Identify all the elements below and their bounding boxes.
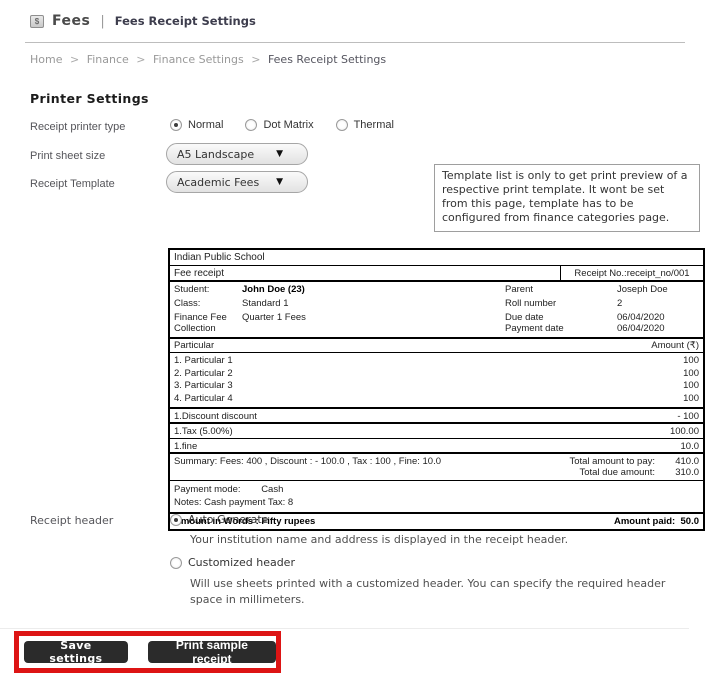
amount-in-words: Amount in Words : Fifty rupees <box>174 516 316 527</box>
amount-paid: Amount paid: 50.0 <box>614 516 699 527</box>
particular-row: 1. Particular 1 100 <box>174 355 699 366</box>
discount-row: 1.Discount discount - 100 <box>170 409 703 424</box>
payment-info: Payment mode: Cash Notes: Cash payment T… <box>170 481 703 514</box>
chevron-down-icon: ▼ <box>276 149 283 159</box>
sheet-size-select[interactable]: A5 Landscape ▼ <box>166 143 308 165</box>
sheet-size-value: A5 Landscape <box>177 147 255 161</box>
app-title: Fees <box>52 13 91 29</box>
breadcrumb-finance-settings[interactable]: Finance Settings <box>153 53 244 66</box>
particular-row: 4. Particular 4 100 <box>174 392 699 404</box>
breadcrumb-home[interactable]: Home <box>30 53 63 66</box>
class-label: Class: <box>174 298 201 309</box>
footer-divider <box>0 628 689 629</box>
printer-type-radio-group: Normal Dot Matrix Thermal <box>170 119 416 131</box>
student-label: Student: <box>174 284 210 295</box>
collection-value: Quarter 1 Fees <box>242 312 306 323</box>
roll-label: Roll number <box>505 298 557 309</box>
printer-type-option-normal[interactable]: Normal <box>170 119 223 131</box>
header-divider <box>25 42 685 43</box>
breadcrumb-separator: > <box>136 53 146 66</box>
breadcrumb-separator: > <box>251 53 261 66</box>
collection-label: Finance Fee Collection <box>174 312 227 334</box>
app-header: $ Fees | Fees Receipt Settings <box>30 13 256 29</box>
radio-customized-header-icon[interactable] <box>170 556 182 569</box>
radio-auto-generate-icon[interactable] <box>170 513 182 526</box>
auto-generate-option[interactable]: Auto Generate <box>170 513 268 526</box>
receipt-number: Receipt No.:receipt_no/001 <box>560 266 703 280</box>
parent-value: Joseph Doe <box>617 284 668 295</box>
amount-col-header: Amount (₹) <box>651 340 699 351</box>
printer-type-option-thermal[interactable]: Thermal <box>335 119 394 131</box>
template-label: Receipt Template <box>30 178 115 190</box>
particular-row: 3. Particular 3 100 <box>174 380 699 391</box>
receipt-title-row: Fee receipt Receipt No.:receipt_no/001 <box>170 266 703 282</box>
highlight-annotation-box: Save settings Print sample receipt <box>14 631 281 673</box>
customized-header-option[interactable]: Customized header <box>170 556 295 569</box>
title-separator: | <box>100 13 105 29</box>
summary-totals: Total amount to pay: 410.0 Total due amou… <box>569 456 699 478</box>
tax-row: 1.Tax (5.00%) 100.00 <box>170 424 703 439</box>
chevron-down-icon: ▼ <box>276 177 283 187</box>
radio-normal-icon[interactable] <box>170 119 182 131</box>
customized-header-label: Customized header <box>188 556 295 569</box>
receipt-school-name: Indian Public School <box>170 250 703 266</box>
breadcrumb-separator: > <box>69 53 80 66</box>
template-note: Template list is only to get print previ… <box>434 164 700 233</box>
class-value: Standard 1 <box>242 298 289 309</box>
date-labels: Due date Payment date <box>505 312 564 334</box>
receipt-title: Fee receipt <box>174 268 225 279</box>
fine-row: 1.fine 10.0 <box>170 439 703 454</box>
sheet-size-label: Print sheet size <box>30 150 106 162</box>
payment-mode-label: Payment mode: <box>174 484 241 495</box>
radio-dot-matrix-label: Dot Matrix <box>263 119 314 131</box>
receipt-header-label: Receipt header <box>30 514 114 527</box>
particular-row: 2. Particular 2 100 <box>174 367 699 379</box>
radio-normal-label: Normal <box>188 119 224 131</box>
breadcrumb-current: Fees Receipt Settings <box>267 53 387 66</box>
payment-mode-value: Cash <box>261 484 284 495</box>
printer-type-label: Receipt printer type <box>30 121 126 133</box>
save-settings-button[interactable]: Save settings <box>24 639 128 665</box>
template-value: Academic Fees <box>177 175 260 189</box>
auto-generate-label: Auto Generate <box>188 513 269 526</box>
radio-thermal-icon[interactable] <box>335 119 348 131</box>
summary-row: Summary: Fees: 400 , Discount : - 100.0 … <box>170 454 703 481</box>
breadcrumb: Home > Finance > Finance Settings > Fees… <box>30 53 386 66</box>
amount-words-row: Amount in Words : Fifty rupees Amount pa… <box>170 514 703 529</box>
particulars-header: Particular Amount (₹) <box>170 339 703 353</box>
receipt-student-info: Student: John Doe (23) Parent Joseph Doe… <box>170 282 703 339</box>
particulars-list: 1. Particular 1 100 2. Particular 2 100 3.… <box>170 353 703 409</box>
summary-text: Summary: Fees: 400 , Discount : - 100.0 … <box>174 456 442 467</box>
payment-notes: Notes: Cash payment Tax: 8 <box>174 497 294 508</box>
auto-generate-help: Your institution name and address is dis… <box>190 533 569 546</box>
printer-type-option-dot-matrix[interactable]: Dot Matrix <box>245 119 314 131</box>
radio-dot-matrix-icon[interactable] <box>245 119 258 131</box>
print-sample-receipt-button[interactable]: Print sample receipt <box>147 638 276 666</box>
customized-header-help: Will use sheets printed with a customize… <box>190 577 666 606</box>
breadcrumb-finance[interactable]: Finance <box>86 53 129 66</box>
printer-settings-heading: Printer Settings <box>30 91 149 106</box>
roll-value: 2 <box>617 298 623 309</box>
date-values: 06/04/2020 06/04/2020 <box>617 312 665 334</box>
fees-icon: $ <box>30 14 44 28</box>
parent-label: Parent <box>505 284 533 295</box>
radio-thermal-label: Thermal <box>353 119 394 131</box>
particular-col-header: Particular <box>174 340 215 351</box>
receipt-preview: Indian Public School Fee receipt Receipt… <box>168 248 705 531</box>
template-select[interactable]: Academic Fees ▼ <box>166 171 308 193</box>
page-title: Fees Receipt Settings <box>114 14 256 28</box>
student-value: John Doe (23) <box>242 284 305 295</box>
